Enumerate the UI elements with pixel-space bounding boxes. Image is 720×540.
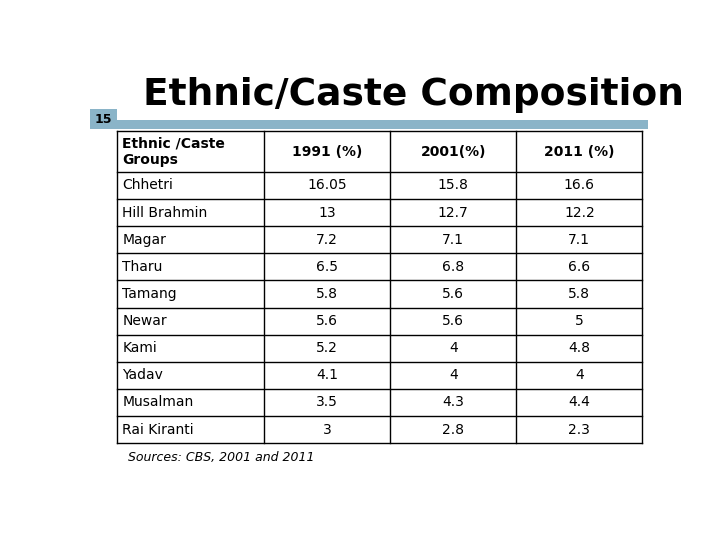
Text: 3.5: 3.5 [316, 395, 338, 409]
Text: 2.3: 2.3 [568, 423, 590, 437]
Text: 4: 4 [449, 368, 458, 382]
Text: 6.8: 6.8 [442, 260, 464, 274]
Text: 2.8: 2.8 [442, 423, 464, 437]
Text: 4.8: 4.8 [568, 341, 590, 355]
Text: 5.8: 5.8 [316, 287, 338, 301]
Text: Tamang: Tamang [122, 287, 177, 301]
Text: 5.2: 5.2 [316, 341, 338, 355]
Text: 2011 (%): 2011 (%) [544, 145, 615, 159]
Text: Yadav: Yadav [122, 368, 163, 382]
Text: 6.5: 6.5 [316, 260, 338, 274]
Text: 16.6: 16.6 [564, 178, 595, 192]
Text: 2001(%): 2001(%) [420, 145, 486, 159]
Text: 5.6: 5.6 [442, 314, 464, 328]
Bar [117, 120, 648, 129]
Text: Sources: CBS, 2001 and 2011: Sources: CBS, 2001 and 2011 [128, 451, 315, 464]
Text: 5: 5 [575, 314, 584, 328]
Text: Rai Kiranti: Rai Kiranti [122, 423, 194, 437]
Bar [90, 109, 117, 129]
Text: 6.6: 6.6 [568, 260, 590, 274]
Text: 1991 (%): 1991 (%) [292, 145, 362, 159]
Text: Ethnic /Caste
Groups: Ethnic /Caste Groups [122, 137, 225, 167]
Text: 7.1: 7.1 [568, 233, 590, 247]
Text: 5.6: 5.6 [442, 287, 464, 301]
Text: Tharu: Tharu [122, 260, 163, 274]
Text: Kami: Kami [122, 341, 157, 355]
Text: 12.2: 12.2 [564, 206, 595, 220]
Text: 4.4: 4.4 [568, 395, 590, 409]
Text: 5.6: 5.6 [316, 314, 338, 328]
Text: 5.8: 5.8 [568, 287, 590, 301]
Text: 7.2: 7.2 [316, 233, 338, 247]
Text: 15.8: 15.8 [438, 178, 469, 192]
Text: 4: 4 [575, 368, 584, 382]
Text: 12.7: 12.7 [438, 206, 469, 220]
Text: 7.1: 7.1 [442, 233, 464, 247]
Text: Hill Brahmin: Hill Brahmin [122, 206, 207, 220]
Text: Ethnic/Caste Composition: Ethnic/Caste Composition [143, 77, 684, 113]
Text: Chhetri: Chhetri [122, 178, 174, 192]
Text: Magar: Magar [122, 233, 166, 247]
Text: 3: 3 [323, 423, 331, 437]
Text: Musalman: Musalman [122, 395, 194, 409]
Text: 16.05: 16.05 [307, 178, 347, 192]
Text: 15: 15 [94, 113, 112, 126]
Text: Newar: Newar [122, 314, 167, 328]
Text: 4.1: 4.1 [316, 368, 338, 382]
Text: 13: 13 [318, 206, 336, 220]
Text: 4: 4 [449, 341, 458, 355]
Text: 4.3: 4.3 [442, 395, 464, 409]
